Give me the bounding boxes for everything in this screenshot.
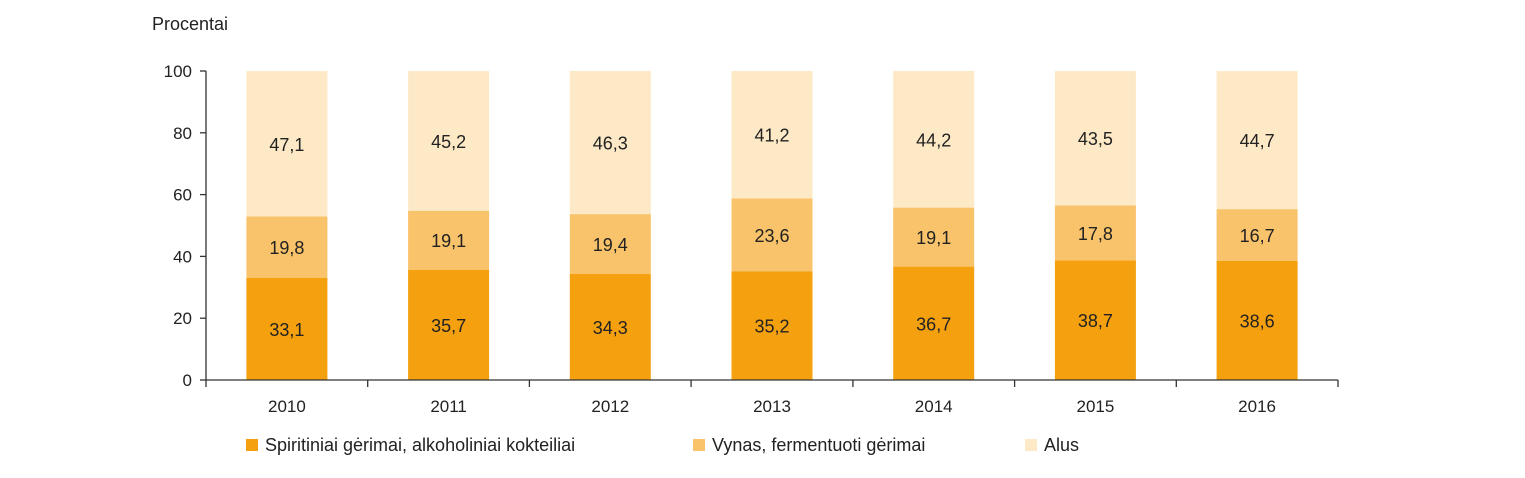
data-label-s1-2014: 19,1 [916, 228, 951, 248]
y-tick-label-20: 20 [173, 309, 192, 328]
data-label-s0-2013: 35,2 [754, 317, 789, 337]
legend-swatch-2 [1025, 439, 1037, 451]
legend-swatch-1 [693, 439, 705, 451]
legend-label-2: Alus [1044, 435, 1079, 455]
bar-segment-s2-2016 [1216, 71, 1298, 210]
y-tick-label-40: 40 [173, 247, 192, 266]
y-tick-label-60: 60 [173, 186, 192, 205]
data-label-s2-2012: 46,3 [593, 134, 628, 154]
bars: 33,1 19,8 47,1 35,7 19,1 45,2 34,3 19,4 46,3 35,2… [246, 71, 1298, 380]
bar-segment-s1-2010 [246, 216, 328, 278]
data-label-s1-2011: 19,1 [431, 231, 466, 251]
x-tick-label-2013: 2013 [753, 397, 791, 416]
y-tick-label-0: 0 [183, 371, 192, 390]
bar-segment-s0-2012 [569, 274, 651, 380]
legend-label-0: Spiritiniai gėrimai, alkoholiniai koktei… [265, 435, 575, 455]
data-label-s2-2011: 45,2 [431, 132, 466, 152]
bar-segment-s2-2014 [893, 71, 975, 208]
bar-segment-s1-2013 [731, 198, 813, 272]
x-tick-label-2011: 2011 [430, 397, 467, 416]
legend-swatch-0 [246, 439, 258, 451]
data-label-s0-2010: 33,1 [269, 320, 304, 340]
legend: Spiritiniai gėrimai, alkoholiniai koktei… [246, 435, 1079, 455]
bar-segment-s0-2014 [893, 266, 975, 380]
bar-segment-s0-2011 [408, 269, 490, 380]
x-tick-label-2014: 2014 [915, 397, 953, 416]
x-tick-label-2012: 2012 [591, 397, 629, 416]
axes: 2010 2011 2012 2013 2014 2015 2016 0 20 40 60 80 100 [164, 62, 1339, 416]
data-label-s2-2014: 44,2 [916, 130, 951, 150]
data-label-s0-2011: 35,7 [431, 316, 466, 336]
bar-segment-s2-2013 [731, 71, 813, 199]
y-tick-label-80: 80 [173, 124, 192, 143]
data-label-s2-2016: 44,7 [1240, 131, 1275, 151]
legend-label-1: Vynas, fermentuoti gėrimai [712, 435, 925, 455]
bar-segment-s2-2015 [1054, 71, 1136, 206]
bar-segment-s0-2010 [246, 277, 328, 380]
data-label-s0-2014: 36,7 [916, 314, 951, 334]
data-label-s1-2010: 19,8 [269, 238, 304, 258]
data-label-s1-2013: 23,6 [754, 226, 789, 246]
data-label-s1-2016: 16,7 [1240, 226, 1275, 246]
bar-segment-s2-2010 [246, 71, 328, 217]
x-tick-label-2015: 2015 [1076, 397, 1114, 416]
bar-segment-s1-2016 [1216, 209, 1298, 261]
bar-segment-s1-2014 [893, 207, 975, 267]
bar-segment-s2-2012 [569, 71, 651, 215]
data-label-s2-2015: 43,5 [1078, 129, 1113, 149]
bar-segment-s0-2013 [731, 271, 813, 380]
data-label-s2-2013: 41,2 [754, 126, 789, 146]
data-label-s1-2012: 19,4 [593, 235, 628, 255]
data-label-s2-2010: 47,1 [269, 135, 304, 155]
bar-segment-s1-2015 [1054, 205, 1136, 261]
x-tick-label-2010: 2010 [268, 397, 306, 416]
bar-segment-s1-2012 [569, 214, 651, 274]
data-label-s0-2015: 38,7 [1078, 311, 1113, 331]
data-label-s1-2015: 17,8 [1078, 224, 1113, 244]
bar-segment-s2-2011 [408, 71, 490, 211]
bar-segment-s0-2016 [1216, 260, 1298, 380]
bar-segment-s1-2011 [408, 210, 490, 270]
y-axis-title: Procentai [152, 14, 228, 34]
x-tick-label-2016: 2016 [1238, 397, 1276, 416]
data-label-s0-2016: 38,6 [1240, 311, 1275, 331]
bar-segment-s0-2015 [1054, 260, 1136, 380]
data-label-s0-2012: 34,3 [593, 318, 628, 338]
y-tick-label-100: 100 [164, 62, 192, 81]
